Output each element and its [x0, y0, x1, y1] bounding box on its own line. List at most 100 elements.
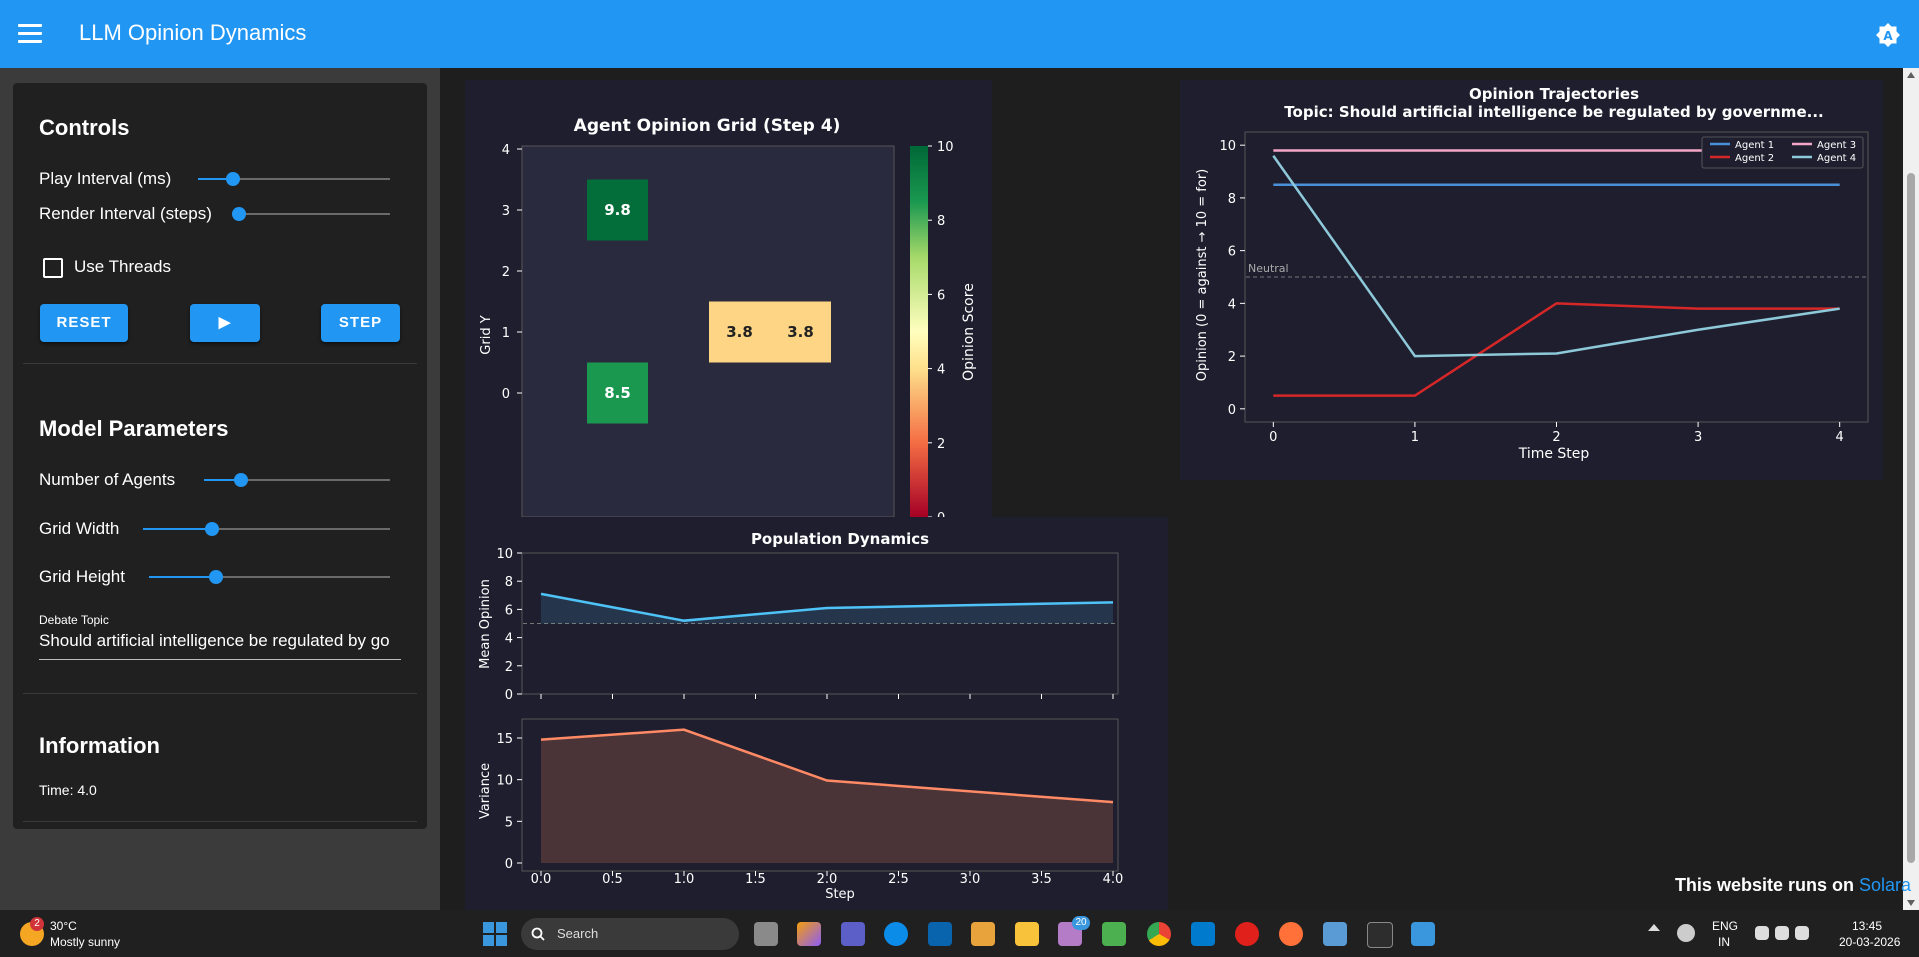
wifi-icon[interactable] — [1755, 926, 1769, 940]
plot-area — [521, 145, 895, 517]
clock-time[interactable]: 13:45 — [1852, 919, 1883, 933]
copilot-icon[interactable] — [797, 922, 821, 946]
variance-area — [541, 729, 1113, 863]
grid-width-label: Grid Width — [39, 519, 120, 538]
vscode-icon[interactable] — [1191, 922, 1215, 946]
chart-title: Population Dynamics — [751, 530, 929, 548]
terminal-icon[interactable] — [1367, 922, 1393, 948]
grid-cell — [770, 301, 831, 363]
y-tick-label: 6 — [505, 603, 513, 618]
notepad-icon[interactable] — [1411, 922, 1435, 946]
cell-label: 3.8 — [787, 323, 814, 341]
grid-height-slider[interactable] — [149, 570, 390, 584]
y-tick-label: 4 — [1228, 297, 1236, 312]
start-icon[interactable] — [483, 922, 507, 946]
opera-icon[interactable] — [1235, 922, 1259, 946]
language-bottom[interactable]: IN — [1718, 935, 1730, 949]
model-parameters-title: Model Parameters — [39, 416, 229, 441]
colorbar-tick-label: 8 — [937, 214, 945, 229]
legend-label: Agent 2 — [1735, 153, 1774, 164]
y-tick-label: 15 — [496, 732, 513, 747]
cell-label: 3.8 — [726, 323, 753, 341]
y-tick-label: 10 — [496, 547, 513, 562]
chart-subtitle: Topic: Should artificial intelligence be… — [1284, 103, 1823, 121]
grid-width-slider[interactable] — [143, 522, 390, 536]
x-tick-label: 1.0 — [674, 872, 695, 887]
grid-height-fill — [149, 576, 217, 578]
num-agents-knob[interactable] — [234, 473, 249, 487]
chart-title: Agent Opinion Grid (Step 4) — [574, 116, 841, 136]
y-axis-label-variance: Variance — [478, 763, 493, 819]
render-interval-slider[interactable] — [232, 207, 390, 221]
y-tick-label: 10 — [1219, 139, 1236, 154]
y-tick-label: 2 — [502, 265, 510, 280]
num-agents-slider[interactable] — [204, 473, 390, 487]
language-top[interactable]: ENG — [1712, 919, 1739, 933]
app-icon[interactable] — [1323, 922, 1347, 946]
y-axis-label: Opinion (0 = against → 10 = for) — [1195, 169, 1210, 381]
chevron-up-icon[interactable] — [1648, 924, 1660, 931]
taskbar-search[interactable]: Search — [521, 918, 739, 950]
chart-title: Opinion Trajectories — [1469, 85, 1639, 103]
play-interval-knob[interactable] — [225, 172, 240, 186]
search-label: Search — [557, 926, 599, 941]
grid-cell — [709, 301, 770, 363]
file-explorer-icon[interactable] — [1015, 922, 1039, 946]
controls-title: Controls — [39, 115, 130, 140]
theme-toggle-icon[interactable]: A — [1875, 22, 1901, 48]
firefox-icon[interactable] — [1279, 922, 1303, 946]
opinion-grid-chart: Agent Opinion Grid (Step 4) 9.8 3.8 3.8 8.5… — [465, 80, 992, 517]
menu-icon[interactable] — [18, 24, 42, 44]
play-button[interactable]: ▶ — [190, 304, 260, 342]
grid-cell — [587, 179, 648, 241]
x-tick-label: 2.5 — [888, 872, 909, 887]
edge-icon[interactable] — [884, 922, 908, 946]
solara-footer: This website runs on Solara — [1675, 875, 1911, 896]
scrollbar-thumb[interactable] — [1907, 173, 1915, 863]
weather-badge: 2 — [30, 917, 44, 931]
y-tick-label: 0 — [505, 688, 513, 703]
legend-label: Agent 4 — [1817, 153, 1856, 164]
app-title: LLM Opinion Dynamics — [79, 20, 307, 45]
num-agents-fill — [204, 479, 242, 481]
store-icon[interactable] — [971, 922, 995, 946]
volume-icon[interactable] — [1775, 926, 1789, 940]
outlook-icon[interactable] — [928, 922, 952, 946]
reset-button[interactable]: RESET — [40, 304, 128, 342]
legend-label: Agent 3 — [1817, 140, 1856, 151]
render-interval-knob[interactable] — [232, 207, 246, 221]
debate-topic-input[interactable]: Should artificial intelligence be regula… — [39, 631, 401, 660]
sidebar-card: Controls Play Interval (ms) Render Inter… — [13, 83, 427, 829]
grid-height-knob[interactable] — [209, 570, 224, 584]
y-tick-label: 2 — [1228, 350, 1236, 365]
neutral-label: Neutral — [1248, 262, 1289, 275]
num-agents-label: Number of Agents — [39, 470, 176, 489]
colorbar-tick-label: 4 — [937, 363, 945, 378]
svg-text:A: A — [1883, 29, 1893, 43]
use-threads-checkbox[interactable] — [43, 258, 63, 278]
render-interval-label: Render Interval (steps) — [39, 204, 212, 223]
battery-icon[interactable] — [1795, 926, 1809, 940]
play-interval-slider[interactable] — [198, 172, 390, 186]
step-button[interactable]: STEP — [321, 304, 400, 342]
information-title: Information — [39, 733, 160, 758]
scroll-down-icon[interactable] — [1907, 900, 1915, 906]
variance-line — [540, 728, 1114, 804]
play-interval-fill — [198, 178, 233, 180]
y-axis-label-mean: Mean Opinion — [478, 579, 493, 669]
chrome-icon[interactable] — [1147, 922, 1171, 946]
page-scrollbar[interactable] — [1903, 68, 1919, 910]
teams-icon[interactable] — [841, 922, 865, 946]
clock-date[interactable]: 20-03-2026 — [1839, 935, 1901, 949]
git-icon[interactable] — [1102, 922, 1126, 946]
solara-link[interactable]: Solara — [1858, 875, 1911, 895]
y-tick-label: 0 — [505, 857, 513, 872]
y-tick-label: 1 — [502, 326, 510, 341]
task-view-icon[interactable] — [754, 922, 778, 946]
legend-label: Agent 1 — [1735, 140, 1774, 151]
x-tick-label: 2.0 — [817, 872, 838, 887]
grid-width-knob[interactable] — [205, 522, 220, 536]
x-tick-label: 3 — [1694, 430, 1702, 445]
scroll-up-icon[interactable] — [1907, 72, 1915, 78]
onedrive-icon[interactable] — [1677, 924, 1695, 942]
